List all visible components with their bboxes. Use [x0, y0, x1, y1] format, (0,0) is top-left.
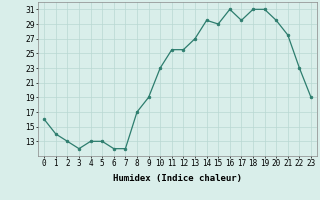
X-axis label: Humidex (Indice chaleur): Humidex (Indice chaleur)	[113, 174, 242, 183]
